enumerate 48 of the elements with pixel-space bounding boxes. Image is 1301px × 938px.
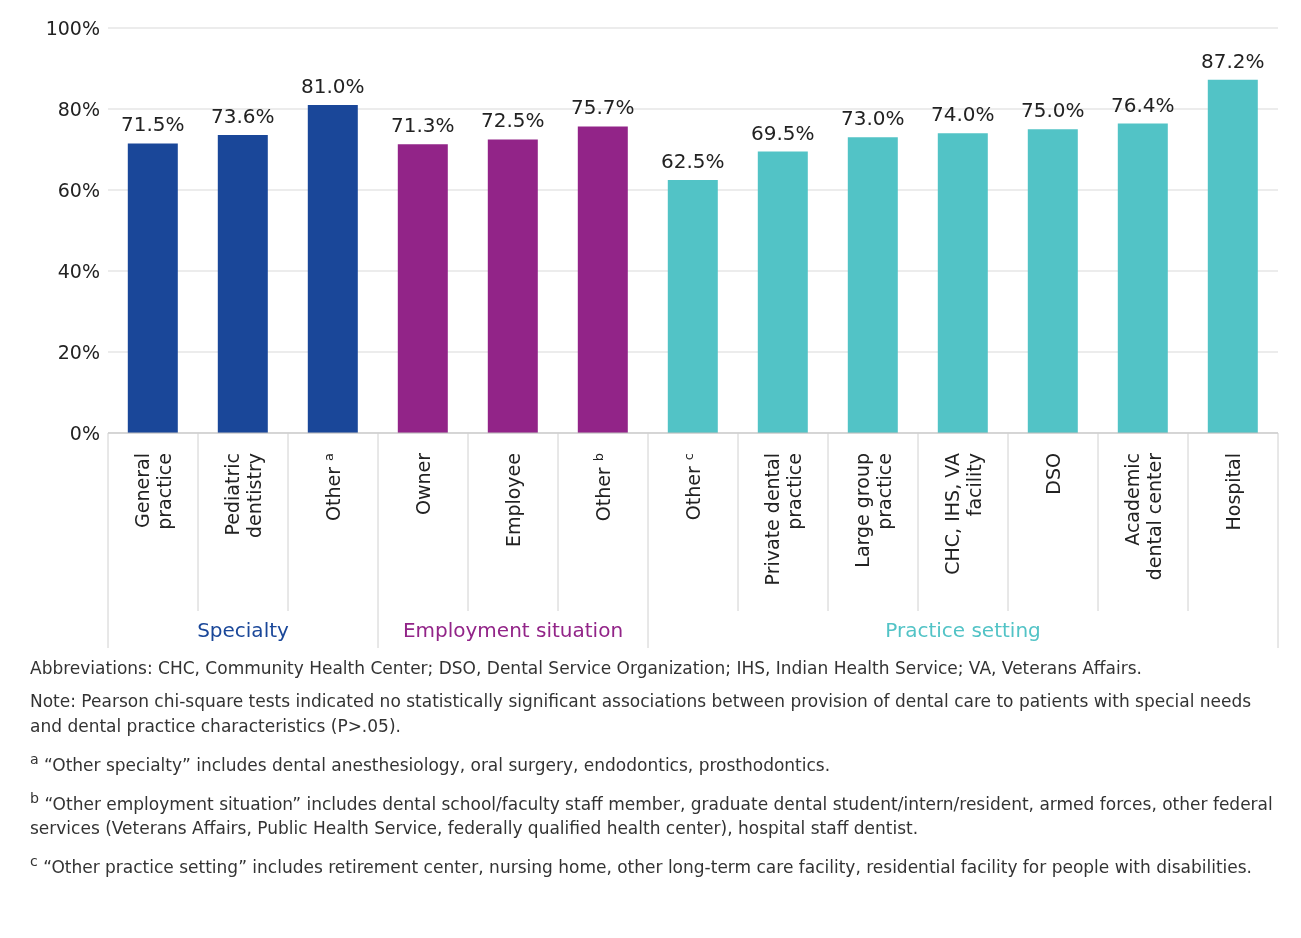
y-tick-label: 20% [57,340,100,363]
data-label: 81.0% [301,73,365,98]
y-tick-label: 80% [57,97,100,120]
bar [217,134,268,433]
bar [847,137,898,433]
data-label: 71.3% [391,113,455,138]
data-label: 71.5% [121,112,185,137]
data-label: 75.0% [1021,98,1085,123]
x-tick-label: Owner [412,452,434,516]
data-label: 75.7% [571,95,635,120]
y-tick-label: 60% [57,178,100,201]
bar [757,151,808,433]
x-tick-label: General practice [131,453,175,530]
bar [1117,123,1168,433]
data-label: 73.6% [211,103,275,128]
data-label: 87.2% [1201,48,1265,73]
y-tick-label: 40% [57,259,100,282]
data-label: 73.0% [841,106,905,131]
data-label: 62.5% [661,148,725,173]
bar [577,126,628,433]
x-tick-label: Hospital [1222,453,1244,531]
bar [307,104,358,433]
text: $^{a}$ “Other specialty” includes dental anesthesiology, oral surgery, endodontics, prosthodontics. [30,750,832,777]
data-label: 72.5% [481,108,545,133]
y-tick-label: 100% [45,16,100,39]
x-tick-label: Academic dental center [1121,452,1165,581]
text: $^{b}$ “Other employment situation” includes dental school/faculty staff member, graduate dental student/intern/resident, armed forces, other federal services (Veterans Affairs, Public Health Service, federally qualified health center), hospital staff dentist. [30,788,1274,841]
x-tick-label: Employee [502,453,524,548]
bar [937,133,988,433]
bar [1027,129,1078,433]
x-tick-label: CHC, IHS, VA facility [941,453,985,575]
text: Abbreviations: CHC, Community Health Center; DSO, Dental Service Organization; IHS, Indian Health Service; VA, Veterans Affairs. [30,657,1143,680]
x-tick-label: Private dental practice [761,453,805,586]
text: $^{c}$ “Other practice setting” includes retirement center, nursing home, other long-term care facility, residential facility for people with disabilities. [30,852,1253,879]
data-label: 74.0% [931,102,995,127]
x-tick-label: DSO [1042,453,1064,495]
bar [127,143,178,433]
data-label: 69.5% [751,120,815,145]
data-label: 76.4% [1111,92,1175,117]
text: Employment situation [402,618,624,642]
bar [397,144,448,433]
bar [667,179,718,433]
text: Note: Pearson chi-square tests indicated no statistically significant associations between provision of dental care to patients with special needs and dental practice characteristics (P>.05). [30,690,1253,738]
bar [487,139,538,433]
y-tick-label: 0% [69,421,100,444]
text: Practice setting [885,618,1041,642]
text: Specialty [197,618,290,642]
bar [1207,79,1258,433]
